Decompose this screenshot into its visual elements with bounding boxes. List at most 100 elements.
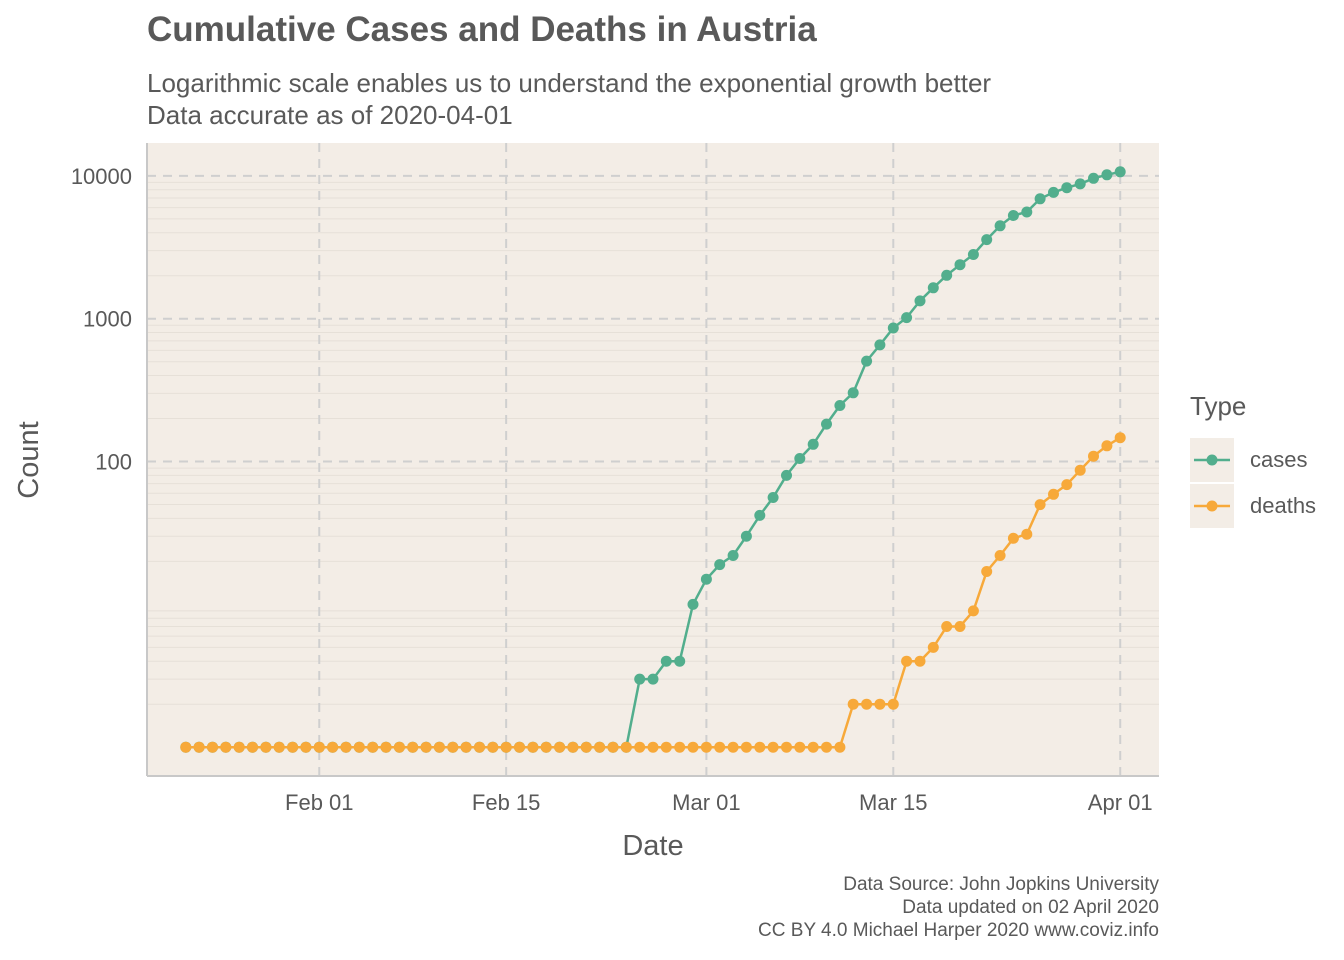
y-tick-label: 10000 (71, 164, 132, 189)
data-point-deaths (594, 741, 606, 753)
data-point-deaths (460, 741, 472, 753)
data-point-cases (981, 234, 993, 246)
data-point-cases (1007, 210, 1019, 221)
data-point-deaths (861, 698, 873, 710)
data-point-deaths (874, 698, 886, 710)
data-point-cases (914, 295, 926, 307)
data-point-deaths (834, 741, 846, 753)
caption-license: CC BY 4.0 Michael Harper 2020 www.coviz.… (758, 920, 1159, 941)
plot-panel (147, 143, 1159, 776)
legend-key-deaths (1190, 484, 1234, 528)
chart-subtitle: Logarithmic scale enables us to understa… (147, 67, 991, 131)
major-grid (147, 143, 1159, 776)
data-point-cases (1088, 172, 1099, 184)
data-point-deaths (754, 741, 766, 753)
data-point-deaths (634, 741, 646, 753)
legend-item-cases: cases (1190, 438, 1307, 482)
data-point-deaths (927, 641, 939, 653)
data-point-deaths (901, 655, 913, 667)
data-point-deaths (914, 655, 926, 667)
data-point-deaths (300, 741, 312, 753)
data-point-deaths (607, 741, 619, 753)
data-point-deaths (580, 741, 592, 753)
data-point-deaths (393, 741, 405, 753)
caption-source: Data Source: John Jopkins University (843, 874, 1159, 895)
y-axis-title: Count (13, 421, 45, 498)
data-point-deaths (367, 741, 379, 753)
data-point-deaths (887, 698, 899, 710)
x-tick-labels: Feb 01 Feb 15 Mar 01 Mar 15 Apr 01 (285, 790, 1153, 815)
subtitle-line-1: Logarithmic scale enables us to understa… (147, 68, 992, 98)
data-point-deaths (981, 566, 993, 577)
data-point-deaths (207, 741, 218, 753)
data-point-deaths (1114, 432, 1126, 444)
x-tick-label: Feb 15 (472, 790, 541, 815)
legend-label-cases: cases (1250, 447, 1308, 472)
data-point-cases (874, 339, 886, 351)
caption: Data Source: John Jopkins University Dat… (758, 873, 1159, 942)
data-point-cases (1114, 166, 1126, 178)
data-point-cases (941, 269, 953, 281)
data-point-cases (821, 418, 832, 430)
data-point-deaths (433, 741, 445, 753)
data-point-cases (1048, 186, 1059, 198)
data-point-cases (1034, 193, 1046, 205)
legend-label-deaths: deaths (1250, 493, 1317, 518)
data-point-deaths (233, 741, 245, 753)
data-point-deaths (514, 741, 525, 753)
data-point-cases (794, 453, 806, 464)
data-point-deaths (540, 741, 552, 753)
legend-swatch-cases (1194, 454, 1230, 466)
y-tick-labels: 100 1000 10000 (71, 164, 132, 475)
data-point-deaths (767, 741, 779, 753)
data-point-cases (901, 312, 913, 324)
data-point-deaths (554, 741, 566, 753)
data-point-cases (807, 438, 819, 450)
data-point-deaths (1021, 528, 1033, 540)
y-tick-label: 100 (95, 450, 132, 475)
data-point-deaths (447, 741, 459, 753)
series-layer (180, 166, 1126, 753)
data-point-cases (767, 492, 779, 503)
data-point-cases (861, 355, 873, 367)
data-point-deaths (847, 698, 859, 710)
data-point-deaths (273, 741, 285, 753)
data-point-cases (1021, 206, 1033, 218)
data-point-deaths (340, 741, 352, 753)
data-point-deaths (1101, 440, 1113, 452)
data-point-deaths (487, 741, 499, 753)
legend-item-deaths: deaths (1190, 484, 1316, 528)
x-tick-label: Mar 01 (672, 790, 740, 815)
data-point-deaths (821, 741, 832, 753)
data-point-deaths (420, 741, 432, 753)
data-point-deaths (794, 741, 806, 753)
data-point-cases (994, 220, 1006, 232)
data-point-cases (967, 249, 979, 260)
data-point-deaths (1088, 450, 1099, 462)
data-point-cases (954, 259, 966, 271)
data-point-cases (714, 559, 726, 571)
data-point-deaths (353, 741, 365, 753)
data-point-cases (1101, 169, 1113, 181)
data-point-deaths (674, 741, 686, 753)
data-point-deaths (327, 741, 339, 753)
data-point-deaths (807, 741, 819, 753)
data-point-deaths (1074, 464, 1086, 476)
data-point-deaths (687, 741, 699, 753)
data-point-deaths (567, 741, 579, 753)
legend-key-cases (1190, 438, 1234, 482)
legend-title: Type (1190, 391, 1247, 421)
data-point-cases (740, 530, 752, 542)
data-point-deaths (527, 741, 539, 753)
y-tick-label: 1000 (83, 307, 132, 332)
subtitle-line-2: Data accurate as of 2020-04-01 (147, 100, 513, 130)
x-tick-label: Mar 15 (859, 790, 927, 815)
data-point-cases (754, 509, 766, 521)
data-point-cases (887, 322, 899, 334)
data-point-deaths (954, 621, 966, 632)
data-point-cases (660, 655, 672, 667)
data-point-deaths (740, 741, 752, 753)
data-point-deaths (193, 741, 205, 753)
data-point-deaths (260, 741, 272, 753)
